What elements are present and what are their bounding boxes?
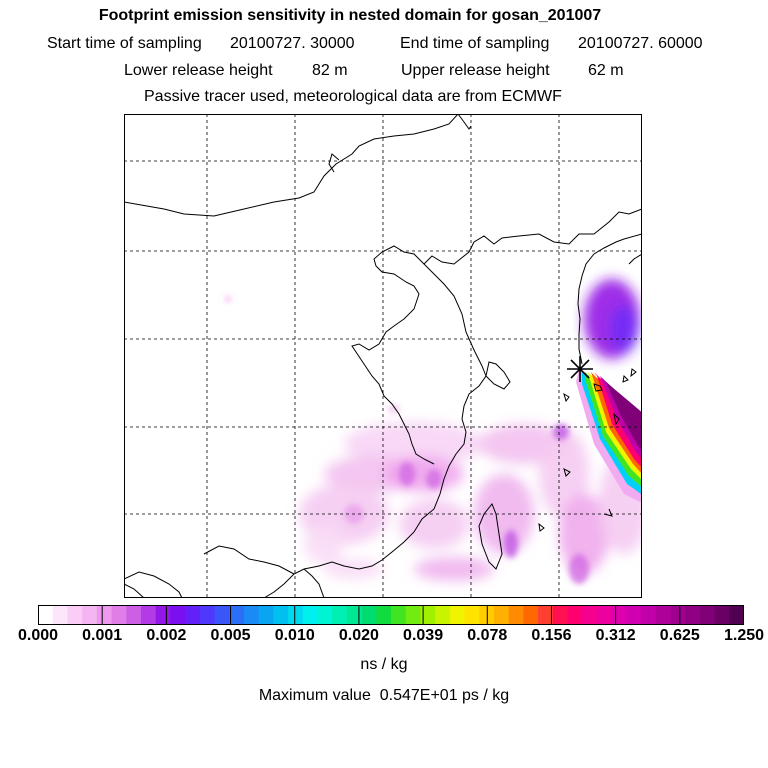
legend-tick-label: 0.005 <box>210 627 251 644</box>
legend-swatch <box>302 605 318 625</box>
legend-swatch <box>641 605 657 625</box>
legend-tick-label: 0.156 <box>531 627 572 644</box>
graticule <box>124 114 642 598</box>
legend-swatch <box>376 605 392 625</box>
legend-swatch <box>523 605 539 625</box>
legend-swatch <box>729 605 744 625</box>
legend-swatch <box>170 605 186 625</box>
legend-swatch <box>405 605 421 625</box>
legend-swatch <box>82 605 98 625</box>
legend-border <box>38 605 744 625</box>
legend-swatch <box>155 605 171 625</box>
coastlines <box>124 114 642 598</box>
legend-swatch <box>317 605 333 625</box>
plot-title: Footprint emission sensitivity in nested… <box>98 7 602 24</box>
legend-swatch <box>449 605 466 625</box>
legend-swatch <box>346 605 363 625</box>
units-label: ns / kg <box>360 656 408 673</box>
end-time-label: End time of sampling <box>400 35 550 52</box>
legend-swatch <box>273 605 289 625</box>
legend-swatch <box>582 605 598 625</box>
legend-swatch <box>714 605 730 625</box>
legend-swatch <box>655 605 671 625</box>
legend-swatch <box>361 605 377 625</box>
legend-tick-label: 0.000 <box>17 627 59 644</box>
legend-swatch <box>552 605 568 625</box>
legend-swatch <box>596 605 613 625</box>
legend-swatch <box>243 605 260 625</box>
legend-swatch <box>185 605 201 625</box>
legend-swatch <box>464 605 480 625</box>
legend-tick-label: 0.020 <box>338 627 379 644</box>
legend-swatch <box>126 605 142 625</box>
legend-tick-label: 0.001 <box>82 627 123 644</box>
map-panel <box>124 114 642 598</box>
legend-swatch <box>670 605 686 625</box>
maximum-value-label: Maximum value <box>258 687 371 704</box>
legend-swatch <box>229 605 245 625</box>
legend-swatch <box>52 605 68 625</box>
end-time-value: 20100727. 60000 <box>578 35 703 52</box>
legend-swatch <box>699 605 716 625</box>
legend-tick-label: 0.010 <box>274 627 315 644</box>
maximum-value-number: 0.547E+01 ps / kg <box>379 687 510 704</box>
lower-release-label: Lower release height <box>124 62 273 79</box>
maximum-value: Maximum value 0.547E+01 ps / kg <box>0 687 768 705</box>
upper-release-value: 62 m <box>588 62 624 79</box>
legend-swatch <box>391 605 407 625</box>
start-time-value: 20100727. 30000 <box>230 35 355 52</box>
legend-swatch <box>258 605 274 625</box>
legend-swatch <box>214 605 230 625</box>
legend-swatch <box>538 605 554 625</box>
legend-tick-labels: 0.000 0.001 0.002 0.005 0.010 0.020 0.039 0.078… <box>0 627 768 651</box>
legend-swatch <box>567 605 583 625</box>
legend-tick-label: 0.002 <box>146 627 187 644</box>
legend-swatch <box>67 605 83 625</box>
sensitivity-field-korea <box>584 279 640 359</box>
legend-swatch <box>493 605 510 625</box>
legend-swatch <box>199 605 215 625</box>
legend-swatch <box>111 605 127 625</box>
upper-release-label: Upper release height <box>401 62 550 79</box>
subtitle: Passive tracer used, meteorological data… <box>144 88 562 105</box>
legend-swatch <box>626 605 642 625</box>
legend-tick-label: 1.250 <box>723 627 765 644</box>
legend-swatch <box>332 605 348 625</box>
start-time-label: Start time of sampling <box>47 35 202 52</box>
legend-tick-label: 0.312 <box>595 627 636 644</box>
legend-swatch <box>140 605 157 625</box>
legend-swatch <box>288 605 304 625</box>
legend-swatch <box>435 605 451 625</box>
legend-tick-label: 0.625 <box>659 627 700 644</box>
legend-swatch <box>420 605 436 625</box>
legend-swatch <box>685 605 701 625</box>
legend-tick-label: 0.039 <box>403 627 444 644</box>
map-border <box>124 114 642 598</box>
legend-swatch <box>611 605 627 625</box>
sensitivity-field-low <box>299 422 642 581</box>
legend-tick-label: 0.078 <box>467 627 508 644</box>
legend-colorbar <box>38 605 744 625</box>
lower-release-value: 82 m <box>312 62 348 79</box>
legend-swatch <box>96 605 113 625</box>
legend-swatch <box>508 605 524 625</box>
star-icon <box>567 356 593 382</box>
legend-swatch <box>38 605 54 625</box>
